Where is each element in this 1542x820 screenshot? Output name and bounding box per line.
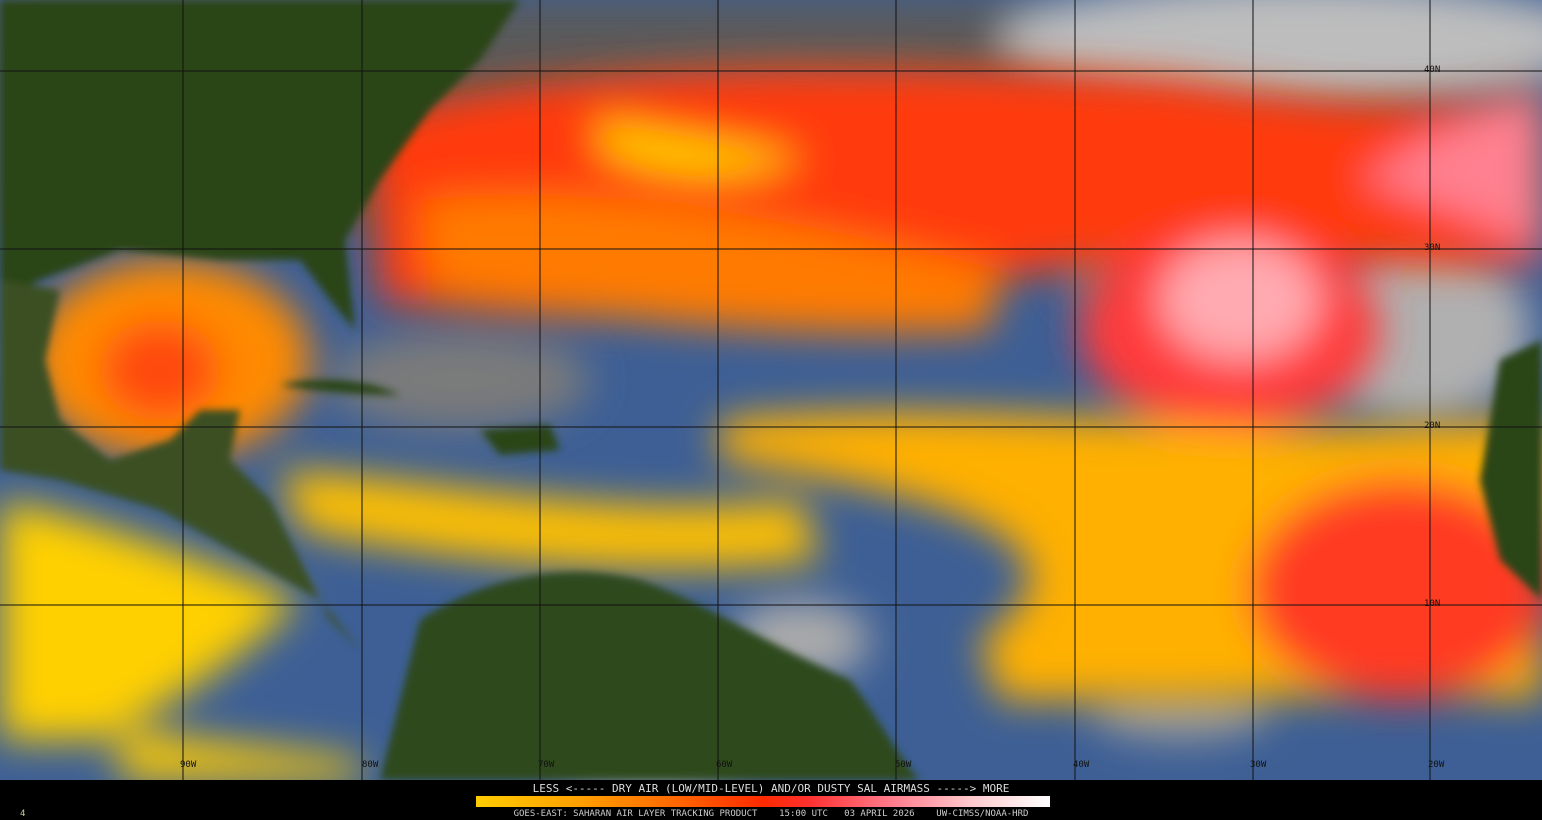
satellite-map [0, 0, 1542, 780]
color-scale-bar [476, 796, 1050, 807]
legend-title: LESS <----- DRY AIR (LOW/MID-LEVEL) AND/… [532, 782, 1010, 795]
frame-number: 4 [20, 809, 26, 819]
lat-label: 40N [1424, 65, 1441, 75]
lat-label: 20N [1424, 421, 1441, 431]
land [0, 0, 1542, 780]
sal-airmass [0, 68, 1542, 780]
product-footer: GOES-EAST: SAHARAN AIR LAYER TRACKING PR… [0, 809, 1542, 819]
lon-label: 60W [716, 760, 733, 770]
lon-label: 80W [362, 760, 379, 770]
lon-label: 70W [538, 760, 555, 770]
lat-label: 10N [1424, 599, 1441, 609]
lat-label: 30N [1424, 243, 1441, 253]
product-date: 03 APRIL 2026 [844, 809, 915, 819]
product-name: GOES-EAST: SAHARAN AIR LAYER TRACKING PR… [513, 809, 758, 819]
product-time: 15:00 UTC [779, 809, 828, 819]
lon-label: 90W [180, 760, 197, 770]
lon-label: 30W [1250, 760, 1267, 770]
lat-lon-grid [0, 0, 1542, 780]
lon-label: 40W [1073, 760, 1090, 770]
lon-label: 50W [895, 760, 912, 770]
product-credit: UW-CIMSS/NOAA-HRD [936, 809, 1029, 819]
lon-label: 20W [1428, 760, 1445, 770]
